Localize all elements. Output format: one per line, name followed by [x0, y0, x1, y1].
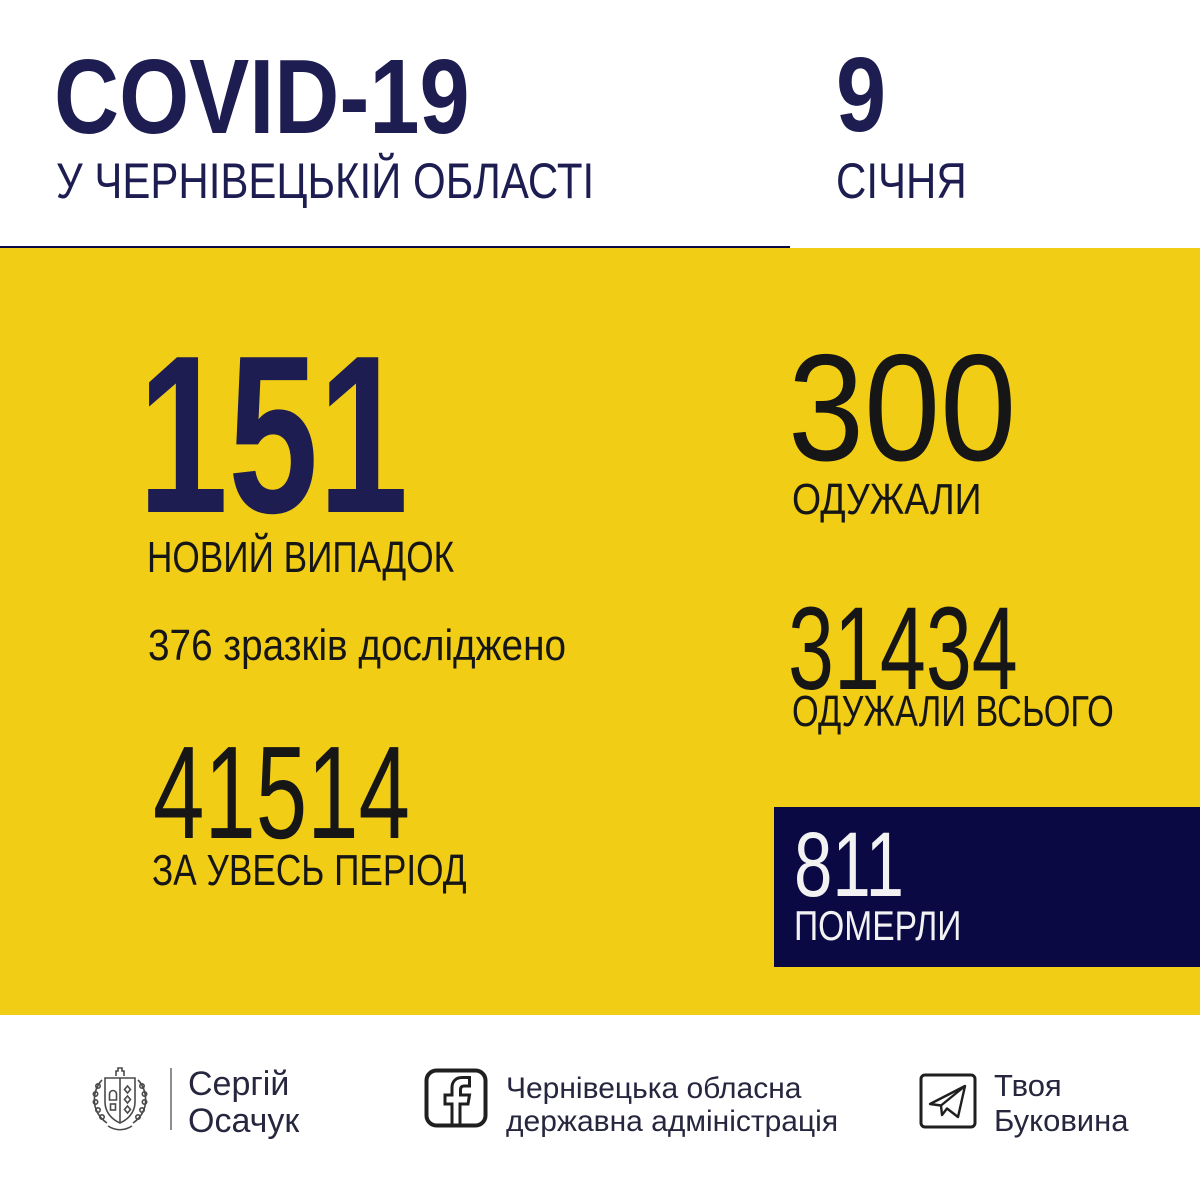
recovered-today-value: 300	[788, 323, 1017, 493]
recovered-total-value: 31434	[788, 583, 1018, 715]
footer-divider	[170, 1068, 172, 1130]
total-cases-label: ЗА УВЕСЬ ПЕРІОД	[152, 846, 467, 895]
date-day: 9	[836, 36, 887, 154]
deaths-label: ПОМЕРЛИ	[794, 902, 962, 949]
official-name-line1: Сергій	[188, 1065, 290, 1103]
poster-subtitle: У ЧЕРНІВЕЦЬКІЙ ОБЛАСТІ	[56, 153, 595, 209]
deaths-box: 811 ПОМЕРЛИ	[774, 807, 1200, 967]
date-month: СІЧНЯ	[836, 153, 967, 209]
telegram-caption-line1: Твоя	[994, 1068, 1062, 1103]
telegram-caption: Твоя Буковина	[994, 1068, 1129, 1138]
poster-title: COVID-19	[54, 38, 470, 156]
facebook-caption: Чернівецька обласна державна адміністрац…	[506, 1072, 838, 1138]
recovered-today-label: ОДУЖАЛИ	[792, 475, 982, 524]
recovered-total-label: ОДУЖАЛИ ВСЬОГО	[792, 687, 1114, 736]
samples-tested-note: 376 зразків досліджено	[148, 621, 566, 670]
official-name-line2: Осачук	[188, 1101, 300, 1140]
total-cases-value: 41514	[153, 719, 410, 866]
new-cases-label: НОВИЙ ВИПАДОК	[147, 533, 455, 582]
paper-plane-icon	[919, 1073, 977, 1129]
facebook-icon	[424, 1068, 488, 1128]
official-name: Сергій Осачук	[188, 1066, 299, 1139]
telegram-caption-line2: Буковина	[994, 1102, 1129, 1138]
new-cases-value: 151	[138, 308, 409, 560]
facebook-caption-line1: Чернівецька обласна	[506, 1072, 802, 1105]
coat-of-arms-icon	[90, 1064, 150, 1134]
facebook-caption-line2: державна адміністрація	[506, 1105, 839, 1138]
deaths-value: 811	[794, 814, 905, 916]
